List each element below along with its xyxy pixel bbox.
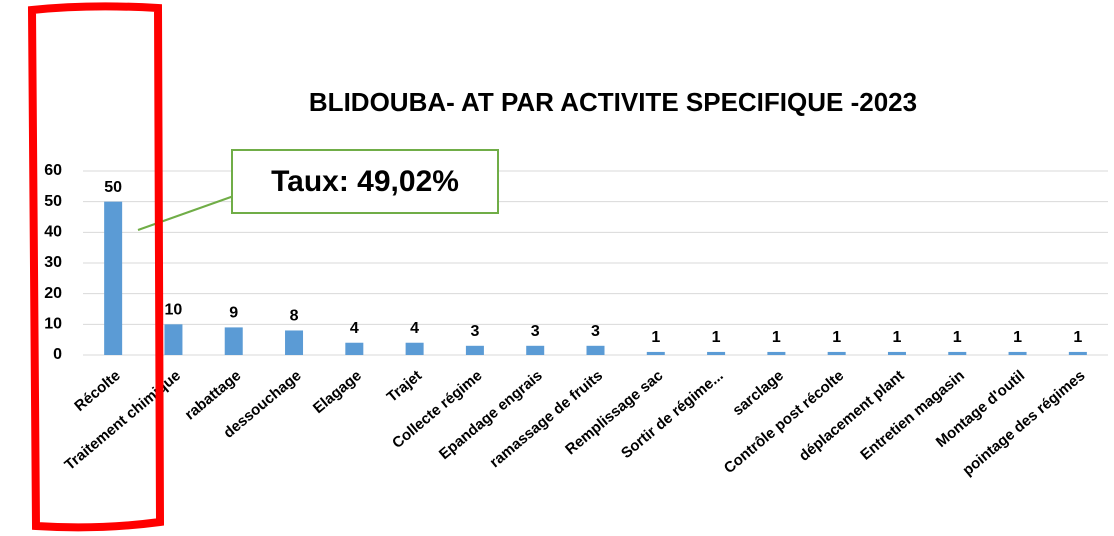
- x-tick-label: Elagage: [310, 367, 365, 417]
- bar: [345, 342, 364, 355]
- bar: [767, 351, 786, 355]
- x-tick-label: Contrôle post récolte: [721, 367, 847, 477]
- bar: [887, 351, 906, 355]
- data-label: 4: [410, 320, 419, 337]
- data-label: 1: [953, 329, 962, 346]
- bar: [224, 327, 243, 355]
- bar: [1008, 351, 1027, 355]
- data-label: 1: [712, 329, 721, 346]
- x-tick-label: ramassage de fruits: [487, 367, 607, 471]
- bar: [1068, 351, 1087, 355]
- data-label: 1: [1073, 329, 1082, 346]
- data-label: 50: [104, 179, 122, 196]
- y-tick-label: 0: [53, 346, 62, 363]
- x-tick-label: Epandage engrais: [436, 367, 546, 463]
- bar: [827, 351, 846, 355]
- bar: [948, 351, 967, 355]
- x-tick-label: Entretien magasin: [857, 367, 968, 464]
- y-tick-label: 10: [44, 316, 62, 333]
- bar: [586, 345, 605, 355]
- bar: [707, 351, 726, 355]
- data-label: 3: [591, 323, 600, 340]
- x-tick-label: rabattage: [182, 367, 245, 423]
- data-label: 1: [893, 329, 902, 346]
- chart-title: BLIDOUBA- AT PAR ACTIVITE SPECIFIQUE -20…: [309, 87, 917, 117]
- annotation: Taux: 49,02%: [271, 165, 459, 198]
- bar: [526, 345, 545, 355]
- x-tick-label: déplacement plant: [796, 367, 908, 465]
- y-tick-label: 60: [44, 162, 62, 179]
- x-tick-label: pointage des régimes: [959, 367, 1088, 479]
- y-tick-label: 50: [44, 193, 62, 210]
- callout-box: [231, 149, 499, 214]
- y-tick-label: 40: [44, 224, 62, 241]
- data-label: 1: [772, 329, 781, 346]
- bar: [164, 324, 183, 355]
- bar: [285, 330, 304, 355]
- bar: [465, 345, 484, 355]
- bar: [104, 201, 123, 355]
- data-label: 1: [651, 329, 660, 346]
- data-label: 4: [350, 320, 359, 337]
- data-label: 3: [470, 323, 479, 340]
- data-label: 10: [165, 302, 183, 319]
- data-label: 1: [832, 329, 841, 346]
- bar: [405, 342, 424, 355]
- y-tick-label: 30: [44, 254, 62, 271]
- x-tick-label: Trajet: [384, 367, 426, 406]
- x-tick-label: Sortir de régime...: [618, 367, 727, 462]
- highlight-frame: [27, 2, 165, 532]
- y-tick-label: 20: [44, 285, 62, 302]
- data-label: 3: [531, 323, 540, 340]
- x-tick-label: Traitement chimique: [61, 367, 184, 474]
- x-tick-label: sarclage: [729, 367, 787, 419]
- data-label: 9: [229, 305, 238, 322]
- data-label: 1: [1013, 329, 1022, 346]
- x-tick-label: Récolte: [71, 367, 123, 415]
- data-label: 8: [290, 308, 299, 325]
- callout-line: [137, 191, 246, 231]
- bar: [646, 351, 665, 355]
